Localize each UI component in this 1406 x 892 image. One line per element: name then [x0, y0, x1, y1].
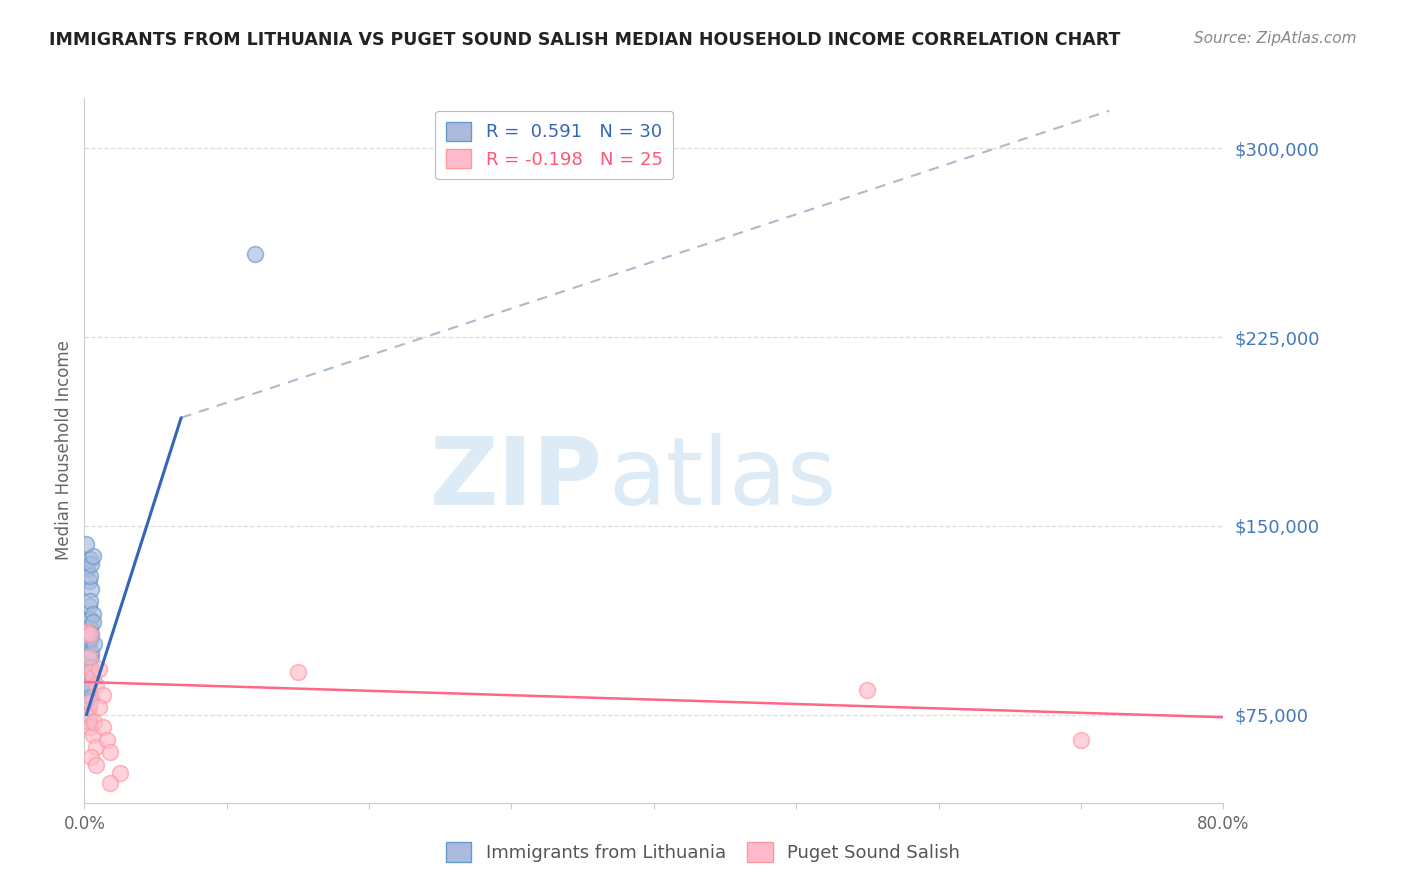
Point	[82, 549, 104, 564]
Point	[77, 649, 100, 664]
Point	[84, 677, 107, 691]
Legend: R =  0.591   N = 30, R = -0.198   N = 25: R = 0.591 N = 30, R = -0.198 N = 25	[434, 111, 673, 179]
Text: ZIP: ZIP	[430, 433, 603, 524]
Point	[82, 728, 104, 742]
Point	[77, 662, 100, 676]
Point	[82, 615, 104, 629]
Point	[79, 569, 101, 583]
Point	[76, 695, 98, 709]
Text: Source: ZipAtlas.com: Source: ZipAtlas.com	[1194, 31, 1357, 46]
Point	[77, 599, 100, 614]
Point	[79, 660, 101, 674]
Point	[75, 536, 97, 550]
Point	[82, 607, 104, 621]
Point	[80, 690, 103, 705]
Point	[79, 632, 101, 647]
Point	[80, 750, 103, 764]
Point	[76, 624, 98, 639]
Point	[76, 562, 98, 576]
Text: atlas: atlas	[609, 433, 837, 524]
Point	[856, 682, 879, 697]
Point	[77, 707, 100, 722]
Point	[79, 720, 101, 734]
Point	[79, 627, 101, 641]
Point	[1070, 732, 1092, 747]
Point	[84, 758, 107, 772]
Point	[83, 637, 105, 651]
Point	[98, 775, 121, 789]
Point	[77, 574, 100, 589]
Point	[80, 557, 103, 571]
Point	[98, 746, 121, 760]
Point	[79, 612, 101, 626]
Point	[287, 665, 309, 679]
Point	[245, 247, 267, 261]
Point	[96, 732, 118, 747]
Point	[77, 715, 100, 730]
Point	[77, 700, 100, 714]
Point	[79, 620, 101, 634]
Point	[80, 627, 103, 641]
Point	[82, 670, 104, 684]
Point	[76, 675, 98, 690]
Point	[77, 624, 100, 639]
Point	[84, 740, 107, 755]
Point	[87, 662, 110, 676]
Point	[80, 665, 103, 679]
Point	[79, 695, 101, 709]
Point	[83, 715, 105, 730]
Point	[91, 720, 114, 734]
Text: IMMIGRANTS FROM LITHUANIA VS PUGET SOUND SALISH MEDIAN HOUSEHOLD INCOME CORRELAT: IMMIGRANTS FROM LITHUANIA VS PUGET SOUND…	[49, 31, 1121, 49]
Point	[80, 582, 103, 596]
Point	[77, 677, 100, 691]
Point	[108, 765, 131, 780]
Point	[77, 634, 100, 648]
Point	[79, 551, 101, 566]
Point	[80, 649, 103, 664]
Y-axis label: Median Household Income: Median Household Income	[55, 341, 73, 560]
Point	[79, 594, 101, 608]
Point	[80, 645, 103, 659]
Legend: Immigrants from Lithuania, Puget Sound Salish: Immigrants from Lithuania, Puget Sound S…	[439, 835, 967, 870]
Point	[87, 700, 110, 714]
Point	[91, 688, 114, 702]
